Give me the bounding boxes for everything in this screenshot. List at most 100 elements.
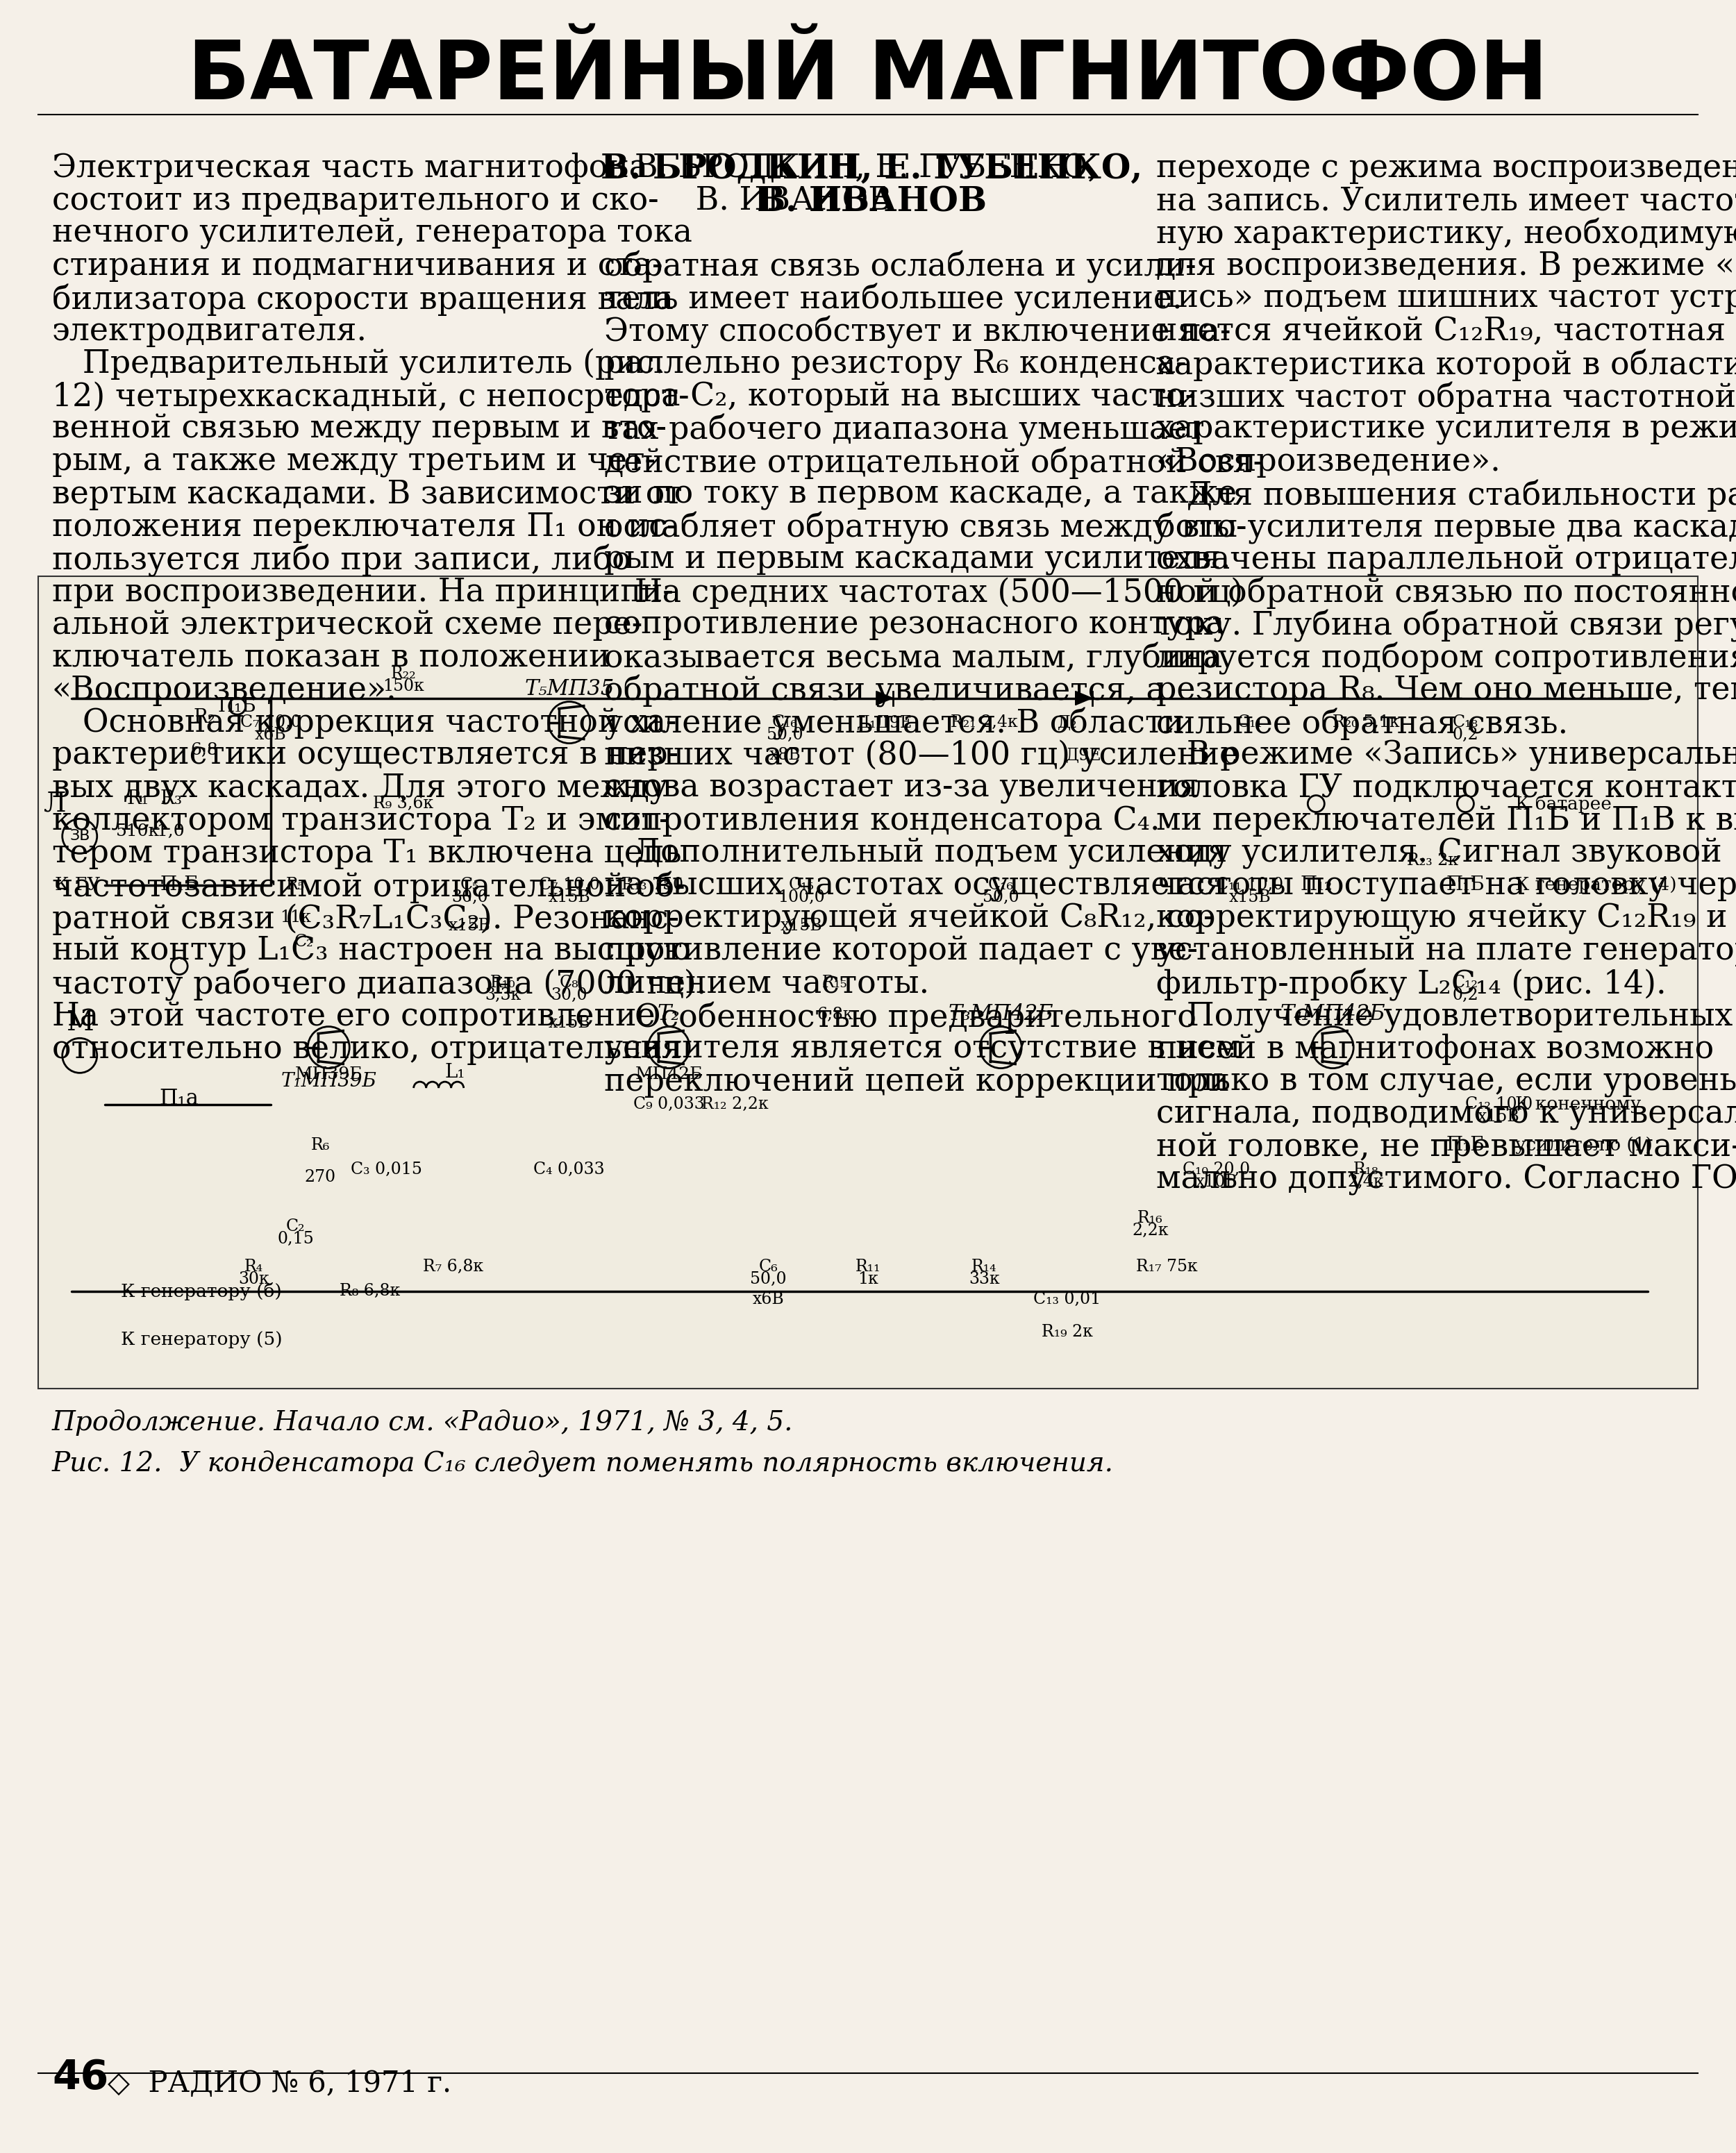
Text: коллектором транзистора Т₂ и эмит-: коллектором транзистора Т₂ и эмит-: [52, 805, 670, 838]
Text: относительно велико, отрицательная: относительно велико, отрицательная: [52, 1033, 682, 1066]
Text: П₁a: П₁a: [160, 1087, 200, 1109]
Text: 6,8: 6,8: [191, 743, 219, 758]
Text: 270: 270: [304, 1169, 337, 1186]
Text: T₃МП42Б: T₃МП42Б: [948, 1003, 1054, 1025]
Circle shape: [1457, 794, 1474, 812]
Text: R₃: R₃: [160, 790, 182, 807]
Text: «Воспроизведение».: «Воспроизведение».: [1156, 446, 1502, 478]
Text: боты усилителя первые два каскада: боты усилителя первые два каскада: [1156, 512, 1736, 545]
Text: для воспроизведения. В режиме «За-: для воспроизведения. В режиме «За-: [1156, 250, 1736, 282]
Text: R₂₂: R₂₂: [391, 665, 417, 683]
Text: R₁₂ 2,2к: R₁₂ 2,2к: [701, 1096, 769, 1113]
Text: М: М: [66, 1010, 94, 1036]
Text: Продолжение. Начало см. «Радио», 1971, № 3, 4, 5.: Продолжение. Начало см. «Радио», 1971, №…: [52, 1410, 793, 1436]
Text: БАТАРЕЙНЫЙ МАГНИТОФОН: БАТАРЕЙНЫЙ МАГНИТОФОН: [187, 37, 1549, 116]
Text: стирания и подмагничивания и ста-: стирания и подмагничивания и ста-: [52, 250, 663, 282]
Text: C₉ 0,033: C₉ 0,033: [634, 1096, 705, 1113]
Text: венной связью между первым и вто-: венной связью между первым и вто-: [52, 413, 667, 446]
Text: C₅: C₅: [460, 876, 479, 893]
Text: пись» подъем шишних частот устра-: пись» подъем шишних частот устра-: [1156, 284, 1736, 314]
Text: на запись. Усилитель имеет частот-: на запись. Усилитель имеет частот-: [1156, 185, 1736, 217]
Text: R₁₀: R₁₀: [490, 975, 516, 990]
Text: МП39Б: МП39Б: [295, 1066, 363, 1083]
Text: сопротивление резонасного контура: сопротивление резонасного контура: [604, 609, 1224, 642]
Text: 30к: 30к: [238, 1270, 269, 1287]
Text: R₁₃ 750: R₁₃ 750: [621, 876, 684, 893]
Text: «Воспроизведение».: «Воспроизведение».: [52, 674, 398, 706]
Text: низших частот (80—100 гц) усиление: низших частот (80—100 гц) усиление: [604, 741, 1238, 773]
Text: R₁: R₁: [127, 790, 149, 807]
Polygon shape: [1075, 691, 1092, 704]
Circle shape: [229, 698, 247, 715]
Text: R₂₀ 5,1к: R₂₀ 5,1к: [1332, 715, 1399, 730]
Text: пользуется либо при записи, либо: пользуется либо при записи, либо: [52, 545, 630, 577]
Text: C₁₁: C₁₁: [1238, 715, 1262, 730]
Text: x10B: x10B: [1196, 1173, 1238, 1191]
Text: R₁₅: R₁₅: [823, 975, 847, 990]
Text: Основная коррекция частотной ха-: Основная коррекция частотной ха-: [52, 708, 677, 738]
Text: действие отрицательной обратной свя-: действие отрицательной обратной свя-: [604, 446, 1264, 478]
Text: ◇  РАДИО № 6, 1971 г.: ◇ РАДИО № 6, 1971 г.: [108, 2069, 451, 2097]
Text: x15B: x15B: [448, 917, 491, 934]
Text: В режиме «Запись» универсальная: В режиме «Запись» универсальная: [1156, 741, 1736, 771]
Text: x15B: x15B: [1229, 889, 1271, 906]
Text: T₄МП42Б: T₄МП42Б: [1279, 1003, 1385, 1025]
Text: 0,2: 0,2: [1453, 986, 1479, 1003]
Text: установленный на плате генератора: установленный на плате генератора: [1156, 937, 1736, 967]
Text: мально допустимого. Согласно ГОСТу: мально допустимого. Согласно ГОСТу: [1156, 1165, 1736, 1195]
Text: фильтр-пробку L₂C₁₄ (рис. 14).: фильтр-пробку L₂C₁₄ (рис. 14).: [1156, 969, 1667, 1001]
Text: C₇ 10,0: C₇ 10,0: [240, 715, 300, 730]
Text: корректирующую ячейку С₁₂R₁₉ и: корректирующую ячейку С₁₂R₁₉ и: [1156, 904, 1727, 934]
Text: C₁₆: C₁₆: [988, 876, 1014, 893]
Text: П₁Б: П₁Б: [160, 876, 198, 893]
Text: К ГУ: К ГУ: [56, 876, 101, 893]
Text: обратная связь ослаблена и усили-: обратная связь ослаблена и усили-: [604, 250, 1196, 284]
Text: C₁₈: C₁₈: [1453, 715, 1479, 730]
Text: вых двух каскадах. Для этого между: вых двух каскадах. Для этого между: [52, 773, 668, 805]
Text: рым, а также между третьим и чет-: рым, а также между третьим и чет-: [52, 446, 656, 478]
Text: писей в магнитофонах возможно: писей в магнитофонах возможно: [1156, 1033, 1713, 1066]
Text: R₆: R₆: [311, 1137, 330, 1152]
Text: x15B: x15B: [781, 917, 823, 934]
Text: 50,0: 50,0: [767, 728, 804, 743]
Text: характеристика которой в области: характеристика которой в области: [1156, 349, 1736, 381]
Text: L₁: L₁: [444, 1064, 465, 1081]
Circle shape: [170, 958, 187, 975]
Text: 6,8к: 6,8к: [816, 1008, 852, 1023]
Text: Электрическая часть магнитофона: Электрическая часть магнитофона: [52, 153, 648, 185]
Text: К генератору (4): К генератору (4): [1516, 876, 1677, 893]
Text: частоты поступает на головку через: частоты поступает на головку через: [1156, 870, 1736, 902]
Text: R₁₄: R₁₄: [972, 1260, 996, 1275]
Text: Д₂: Д₂: [1057, 715, 1076, 730]
Text: характеристике усилителя в режиме: характеристике усилителя в режиме: [1156, 413, 1736, 446]
Text: C₃ 0,015: C₃ 0,015: [351, 1160, 422, 1178]
Text: 2,2к: 2,2к: [1132, 1223, 1168, 1238]
Text: x15B: x15B: [549, 1014, 590, 1031]
Text: ной головке, не превышает макси-: ной головке, не превышает макси-: [1156, 1132, 1736, 1163]
Text: R₂₃ 2к: R₂₃ 2к: [1406, 853, 1458, 868]
Text: ходу усилителя. Сигнал звуковой: ходу усилителя. Сигнал звуковой: [1156, 838, 1722, 870]
Text: R₈ 6,8к: R₈ 6,8к: [340, 1283, 401, 1298]
Text: ослабляет обратную связь между вто-: ослабляет обратную связь между вто-: [604, 512, 1246, 545]
Text: C₈: C₈: [559, 975, 578, 990]
Text: Этому способствует и включение па-: Этому способствует и включение па-: [604, 316, 1231, 349]
Text: противление которой падает с уве-: противление которой падает с уве-: [604, 937, 1198, 967]
Text: П₁Б: П₁Б: [219, 698, 257, 715]
Text: В. БРОДКИН, Е. ГУБЕНКО,: В. БРОДКИН, Е. ГУБЕНКО,: [604, 153, 1097, 185]
Text: 50,0: 50,0: [983, 889, 1019, 906]
Text: 30,0: 30,0: [550, 986, 587, 1003]
Text: R₂₁ 2,4к: R₂₁ 2,4к: [951, 715, 1017, 730]
Text: П₁Б: П₁Б: [1446, 876, 1484, 893]
Text: C₆: C₆: [759, 1260, 778, 1275]
Text: R₁₉ 2к: R₁₉ 2к: [1042, 1324, 1092, 1339]
Text: К батарее: К батарее: [1516, 794, 1611, 812]
Text: рактеристики осуществляется в пер-: рактеристики осуществляется в пер-: [52, 741, 679, 771]
Text: зи по току в первом каскаде, а также: зи по току в первом каскаде, а также: [604, 480, 1236, 510]
Text: ратной связи (С₃R₇L₁C₃C₂). Резонанс-: ратной связи (С₃R₇L₁C₃C₂). Резонанс-: [52, 904, 679, 934]
Text: x15B: x15B: [549, 889, 590, 906]
Text: ЗВ: ЗВ: [69, 829, 90, 844]
Text: 50,0: 50,0: [750, 1270, 786, 1287]
Text: 100,0: 100,0: [778, 889, 825, 906]
Text: C₄ 0,033: C₄ 0,033: [533, 1160, 604, 1178]
Text: T₅МП35: T₅МП35: [524, 678, 615, 700]
